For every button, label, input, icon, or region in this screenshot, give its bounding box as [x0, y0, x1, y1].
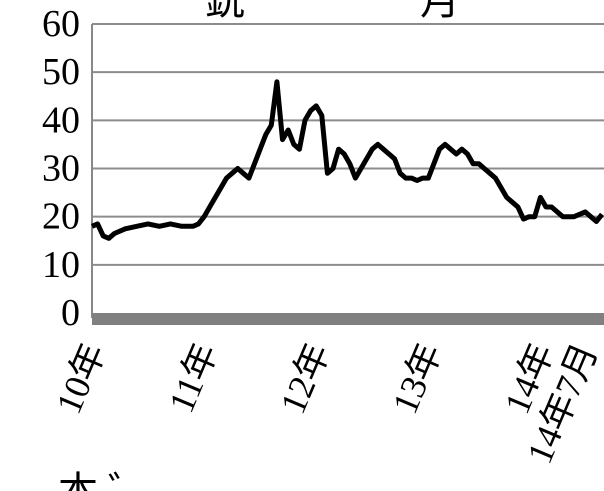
series-line: [91, 79, 604, 241]
y-tick-labels: 0 10 20 30 40 50 60: [42, 3, 80, 334]
y-tick-label: 30: [42, 148, 80, 190]
y-tick-label: 40: [42, 99, 80, 141]
x-tick-label: 11年: [161, 337, 225, 418]
y-tick-label: 50: [42, 51, 80, 93]
x-axis-band: [92, 313, 604, 325]
y-tick-label: 0: [61, 292, 80, 334]
footer-fragment: 本 ゛: [58, 469, 148, 491]
x-tick-label: 12年: [273, 337, 338, 419]
title-fragment-left: 銑: [205, 0, 245, 23]
x-tick-label: 10年: [48, 337, 113, 419]
y-tick-label: 20: [42, 196, 80, 238]
y-tick-label: 10: [42, 244, 80, 286]
x-tick-label: 13年: [385, 337, 450, 419]
y-tick-label: 60: [42, 3, 80, 45]
gridlines: [92, 23, 604, 266]
title-fragment-right: 月: [420, 0, 460, 23]
